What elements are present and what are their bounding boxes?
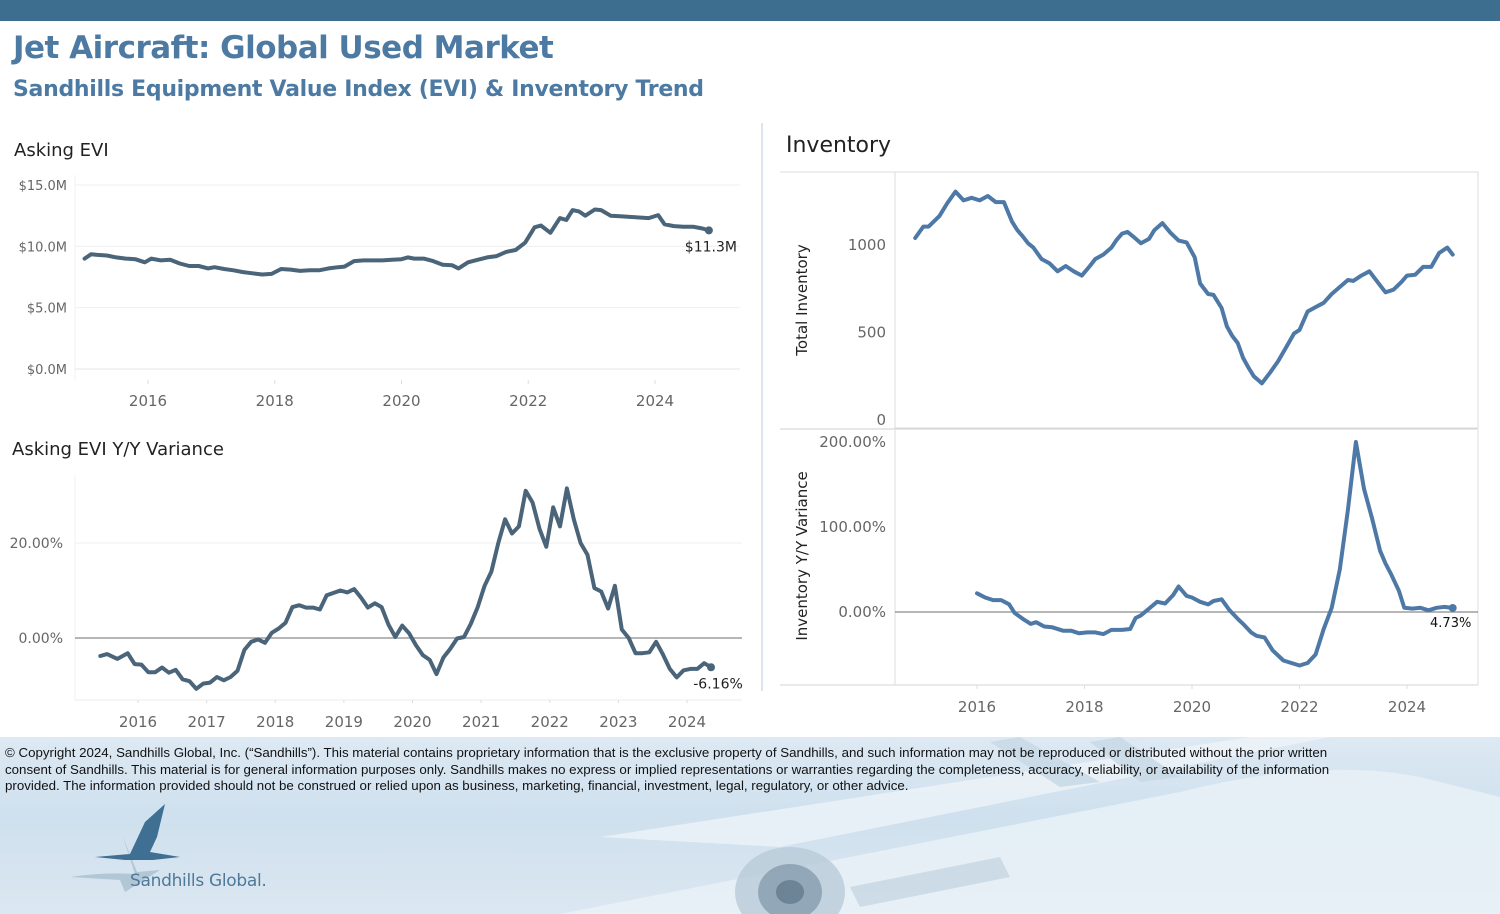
evi-y-tick-label: $10.0M <box>19 240 67 255</box>
inv-yoy-x-tick-label: 2022 <box>1280 698 1318 716</box>
asking-evi-title: Asking EVI <box>14 140 109 161</box>
evi-yoy-y-tick-label: 20.00% <box>10 536 63 552</box>
inventory-y-tick-label: 500 <box>857 324 886 342</box>
evi-yoy-x-tick-label: 2022 <box>531 713 569 731</box>
page-subtitle: Sandhills Equipment Value Index (EVI) & … <box>13 77 704 102</box>
inv-yoy-y-axis-title: Inventory Y/Y Variance <box>793 471 811 640</box>
inv-yoy-x-tick-label: 2016 <box>958 698 996 716</box>
inventory-y-axis-title: Total Inventory <box>793 244 811 357</box>
inv-yoy-y-tick-label: 0.00% <box>838 603 886 621</box>
logo-text: Sandhills Global. <box>130 871 267 891</box>
evi-yoy-end-label: -6.16% <box>693 676 743 692</box>
inv-yoy-end-point <box>1448 603 1457 612</box>
evi-end-label: $11.3M <box>685 239 737 255</box>
evi-yoy-x-tick-label: 2019 <box>325 713 363 731</box>
copyright-line-2: consent of Sandhills. This material is f… <box>5 761 1330 777</box>
evi-end-point <box>704 226 713 235</box>
crane-logo-icon <box>70 804 180 892</box>
evi-yoy-x-tick-label: 2021 <box>462 713 500 731</box>
evi-y-tick-label: $5.0M <box>27 302 67 317</box>
evi-yoy-series-line <box>98 486 713 691</box>
copyright-line-1: © Copyright 2024, Sandhills Global, Inc.… <box>5 745 1328 760</box>
footer: © Copyright 2024, Sandhills Global, Inc.… <box>0 737 1500 914</box>
inventory-plot-frame <box>894 171 1479 429</box>
evi-y-tick-label: $0.0M <box>27 363 67 378</box>
inv-yoy-x-tick-label: 2018 <box>1065 698 1103 716</box>
evi-yoy-y-tick-label: 0.00% <box>19 631 63 647</box>
inventory-y-tick-label: 1000 <box>848 236 886 254</box>
evi-x-tick-label: 2022 <box>509 392 547 410</box>
evi-yoy-x-tick-label: 2020 <box>393 713 431 731</box>
inv-yoy-y-tick-label: 100.00% <box>819 518 886 536</box>
inventory-y-tick-label: 0 <box>876 411 886 429</box>
evi-x-tick-label: 2018 <box>256 392 294 410</box>
inv-yoy-y-tick-label: 200.00% <box>819 433 886 451</box>
evi-yoy-x-tick-label: 2016 <box>119 713 157 731</box>
inv-yoy-x-tick-label: 2024 <box>1388 698 1426 716</box>
evi-x-tick-label: 2020 <box>382 392 420 410</box>
evi-x-tick-label: 2024 <box>636 392 674 410</box>
evi-x-tick-label: 2016 <box>129 392 167 410</box>
inv-yoy-x-tick-label: 2020 <box>1173 698 1211 716</box>
evi-yoy-x-tick-label: 2023 <box>599 713 637 731</box>
copyright-notice: © Copyright 2024, Sandhills Global, Inc.… <box>5 745 1495 795</box>
charts-canvas: $0.0M $5.0M $10.0M $15.0M 2016 2018 2020 2022 20… <box>10 171 1479 731</box>
inv-yoy-end-label: 4.73% <box>1430 616 1471 631</box>
inv-yoy-series-line <box>975 440 1455 668</box>
inventory-series-line <box>913 189 1455 386</box>
evi-yoy-title: Asking EVI Y/Y Variance <box>12 439 224 460</box>
jet-background-image <box>560 737 1500 914</box>
evi-series-line <box>82 207 711 277</box>
inventory-title: Inventory <box>786 133 892 158</box>
evi-yoy-x-tick-label: 2024 <box>668 713 706 731</box>
evi-yoy-end-point <box>707 663 716 672</box>
top-banner <box>0 0 1500 21</box>
evi-yoy-x-tick-label: 2017 <box>188 713 226 731</box>
panel-divider <box>761 123 763 691</box>
page-title: Jet Aircraft: Global Used Market <box>13 30 554 66</box>
copyright-line-3: provided. The information provided shoul… <box>5 778 909 793</box>
evi-yoy-x-tick-label: 2018 <box>256 713 294 731</box>
evi-y-tick-label: $15.0M <box>19 179 67 194</box>
